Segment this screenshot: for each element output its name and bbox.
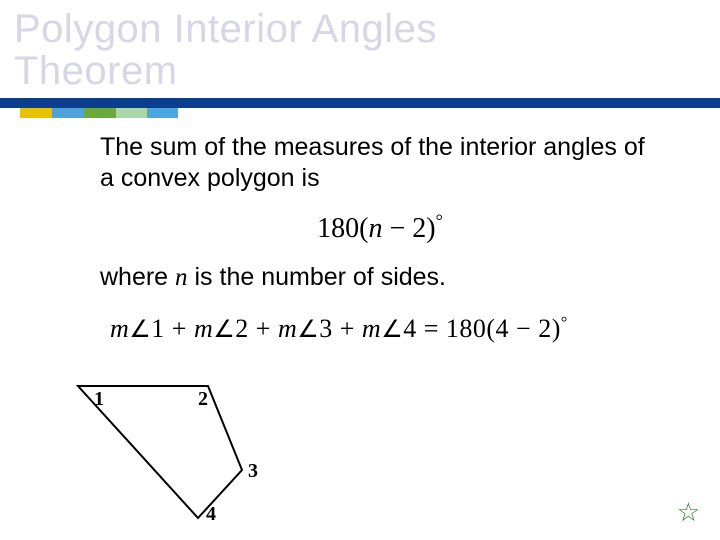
f2-lparen: ( [486, 314, 495, 343]
vertex-label-3: 3 [248, 460, 258, 483]
formula1-rparen: ) [426, 213, 435, 244]
where-clause: where n is the number of sides. [100, 263, 660, 292]
f2-m2: m [194, 314, 213, 343]
formula-1: 180(n − 2)° [317, 213, 443, 244]
star-icon: ☆ [677, 497, 700, 528]
vertex-label-2: 2 [198, 388, 208, 411]
formula1-tail: − 2 [383, 213, 427, 244]
formula1-leading: 180 [317, 213, 359, 244]
formula1-deg: ° [436, 211, 443, 231]
f2-deg: ° [561, 315, 568, 332]
content-area: The sum of the measures of the interior … [100, 132, 660, 344]
vertex-label-4: 4 [206, 503, 216, 526]
f2-m1: m [110, 314, 129, 343]
f2-t4: 4 = 180 [403, 314, 486, 343]
formula1-var: n [369, 213, 383, 244]
slide-title: Polygon Interior Angles Theorem [14, 8, 437, 92]
accent-seg-3 [84, 108, 116, 118]
title-line-2: Theorem [14, 49, 178, 93]
formula-2: m∠1 + m∠2 + m∠3 + m∠4 = 180(4 − 2)° [110, 314, 568, 343]
where-pre: where [100, 263, 175, 291]
formula-1-row: 180(n − 2)° [100, 211, 660, 245]
where-var: n [175, 264, 188, 291]
theorem-statement: The sum of the measures of the interior … [100, 132, 660, 193]
polygon-diagram: 1 2 3 4 [70, 378, 290, 530]
title-bar: Polygon Interior Angles Theorem [0, 0, 720, 95]
accent-seg-1 [20, 108, 52, 118]
accent-strip [20, 108, 178, 118]
vertex-label-1: 1 [94, 388, 104, 411]
f2-ang4: ∠ [381, 317, 403, 343]
f2-inside: 4 − 2 [496, 314, 552, 343]
where-post: is the number of sides. [188, 263, 446, 291]
f2-ang3: ∠ [297, 317, 319, 343]
f2-t2: 2 + [235, 314, 278, 343]
f2-ang1: ∠ [129, 317, 151, 343]
accent-seg-2 [52, 108, 84, 118]
f2-m3: m [278, 314, 297, 343]
f2-t3: 3 + [319, 314, 362, 343]
accent-seg-5 [147, 108, 178, 118]
formula1-lparen: ( [359, 213, 368, 244]
f2-t1: 1 + [151, 314, 194, 343]
accent-seg-4 [116, 108, 147, 118]
f2-rparen: ) [552, 314, 561, 343]
formula-2-row: m∠1 + m∠2 + m∠3 + m∠4 = 180(4 − 2)° [110, 314, 660, 344]
header-rule [0, 98, 720, 108]
f2-ang2: ∠ [213, 317, 235, 343]
title-line-1: Polygon Interior Angles [14, 7, 437, 51]
f2-m4: m [362, 314, 381, 343]
